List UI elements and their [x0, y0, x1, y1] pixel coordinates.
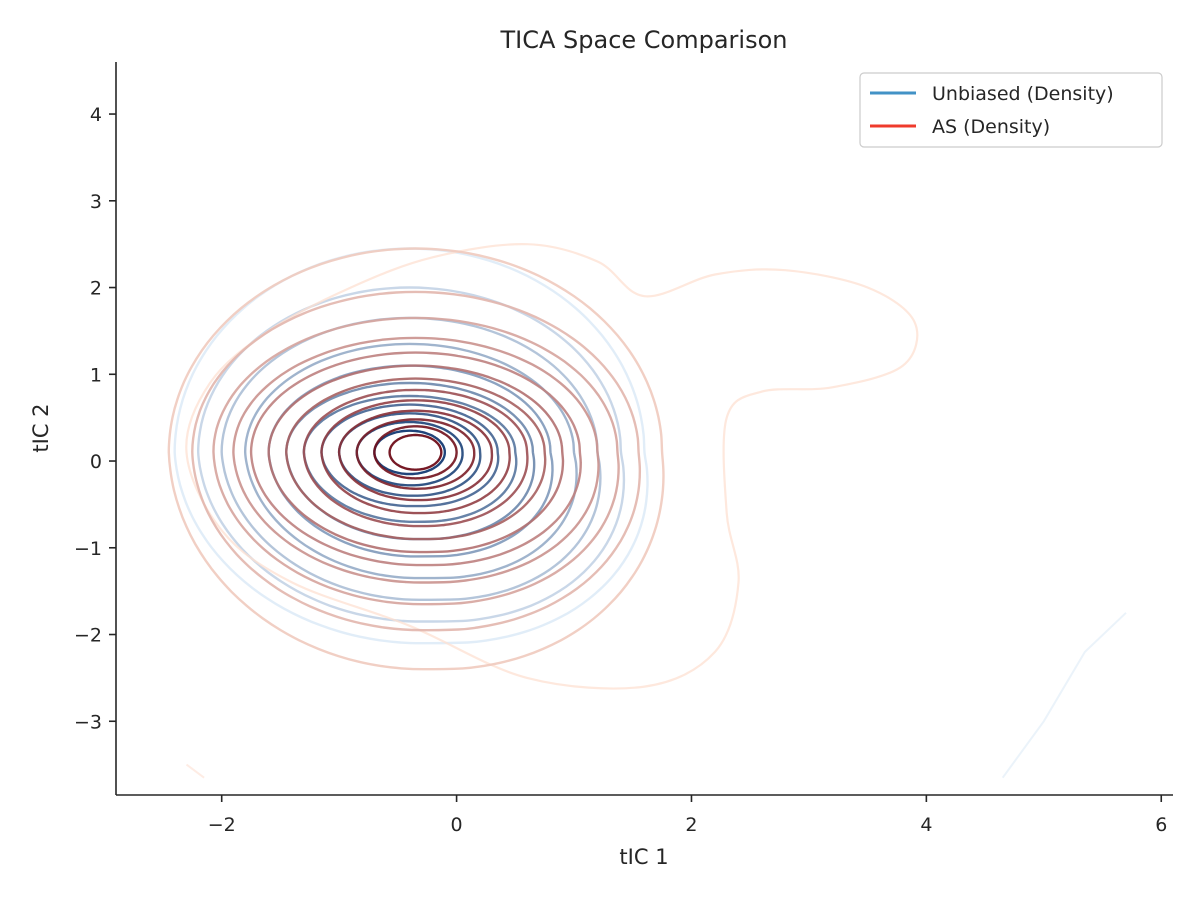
contour-as-level-6 — [285, 377, 547, 541]
legend-entry-as: AS (Density) — [932, 116, 1050, 138]
plot-area — [167, 243, 1127, 779]
contour-as-level-12 — [167, 247, 665, 671]
contour-as-outer — [185, 243, 919, 690]
y-tick-label: −3 — [74, 711, 102, 733]
y-axis-label: tIC 2 — [29, 403, 53, 452]
legend-entry-unbiased: Unbiased (Density) — [932, 83, 1114, 105]
legend-frame — [859, 72, 1163, 148]
x-tick-label: 0 — [451, 814, 463, 836]
contour-as-level-8 — [249, 351, 582, 567]
contour-as-tail — [185, 763, 205, 779]
x-axis-ticks: −2 0 2 4 6 — [208, 795, 1167, 836]
x-tick-label: 2 — [685, 814, 697, 836]
contour-as-level-11 — [191, 290, 642, 632]
x-tick-label: −2 — [208, 814, 236, 836]
contour-unbiased-tail — [1001, 612, 1127, 779]
x-axis-label: tIC 1 — [619, 845, 668, 869]
y-tick-label: −2 — [74, 625, 102, 647]
y-tick-label: 2 — [90, 278, 102, 300]
x-tick-label: 4 — [920, 814, 932, 836]
contour-as-level-7 — [267, 364, 565, 554]
y-tick-label: 4 — [90, 104, 102, 126]
contour-unbiased-level-8 — [220, 316, 602, 602]
contour-as-level-10 — [212, 316, 620, 606]
y-tick-label: 1 — [90, 364, 102, 386]
contour-as-level-4 — [320, 399, 511, 515]
y-axis-ticks: −3 −2 −1 0 1 2 3 4 — [74, 104, 116, 733]
x-tick-label: 6 — [1155, 814, 1167, 836]
chart-title: TICA Space Comparison — [499, 26, 787, 54]
contour-unbiased-level-7 — [243, 342, 578, 580]
contour-as-level-9 — [232, 336, 600, 584]
contour-unbiased-level-0 — [373, 429, 446, 476]
contour-as-level-0 — [388, 433, 443, 471]
y-tick-label: 0 — [90, 451, 102, 473]
contour-as-level-2 — [355, 418, 476, 491]
y-tick-label: 3 — [90, 191, 102, 213]
contour-layer — [167, 243, 1127, 779]
contour-unbiased-level-10 — [173, 247, 649, 645]
contour-as-level-3 — [337, 409, 494, 502]
legend: Unbiased (Density) AS (Density) — [859, 72, 1163, 148]
contour-as-level-1 — [373, 425, 458, 480]
y-tick-label: −1 — [74, 538, 102, 560]
contour-as-level-5 — [302, 388, 529, 528]
